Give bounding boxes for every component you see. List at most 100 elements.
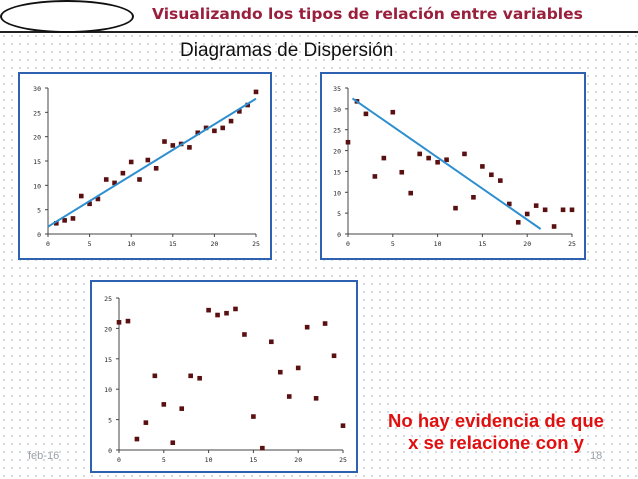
x-tick-label: 20: [294, 456, 302, 464]
y-tick-label: 25: [333, 127, 341, 135]
data-point: [277, 369, 283, 375]
x-tick-label: 20: [523, 240, 531, 248]
data-point: [87, 201, 92, 207]
data-point: [78, 193, 84, 199]
data-point: [372, 174, 378, 179]
data-point: [195, 130, 201, 136]
x-tick-label: 0: [46, 240, 50, 248]
data-point: [399, 169, 405, 175]
y-tick-label: 30: [333, 106, 341, 114]
data-point: [54, 220, 59, 226]
data-point: [524, 211, 530, 217]
data-point: [62, 218, 67, 223]
data-point: [162, 139, 167, 144]
y-tick-label: 5: [337, 210, 341, 218]
y-tick-label: 5: [37, 207, 41, 215]
data-point: [533, 203, 539, 208]
x-tick-label: 15: [249, 456, 257, 464]
data-point: [170, 440, 176, 446]
data-point: [269, 339, 274, 345]
y-tick-label: 25: [33, 109, 41, 117]
data-point: [560, 207, 566, 213]
x-tick-label: 0: [346, 240, 350, 248]
data-point: [435, 159, 440, 165]
data-point: [286, 394, 292, 399]
page-title: Visualizando los tipos de relación entre…: [152, 5, 583, 23]
scatter-panel-none: 0 5 10 15 20 25 0 5 10 15 20 25: [90, 280, 358, 473]
scatter-chart-none: 0 5 10 15 20 25 0 5 10 15 20 25: [104, 295, 347, 464]
x-tick-label: 25: [568, 240, 576, 248]
x-tick-label: 20: [210, 240, 218, 248]
data-point: [212, 128, 217, 134]
data-point: [95, 196, 101, 202]
scatter-panel-positive: 0 5 10 15 20 25 30 0 5 10 15 20 25: [18, 72, 272, 260]
y-tick-label: 20: [104, 325, 112, 333]
data-point: [125, 318, 131, 324]
data-point: [233, 306, 238, 312]
y-tick-label: 10: [333, 189, 341, 197]
data-point: [551, 224, 557, 229]
data-point: [237, 109, 242, 114]
data-point: [313, 396, 319, 401]
data-point: [515, 220, 521, 225]
y-tick-label: 0: [108, 447, 112, 455]
data-point: [187, 145, 192, 150]
x-tick-label: 5: [162, 456, 166, 464]
x-tick-label: 10: [127, 240, 135, 248]
data-point: [103, 177, 109, 182]
data-point: [569, 207, 575, 213]
data-point: [179, 406, 185, 411]
data-point: [70, 216, 76, 221]
data-point: [390, 109, 396, 115]
data-point: [145, 157, 151, 163]
y-tick-label: 30: [33, 85, 41, 93]
conclusion-line-2: x se relacione con y: [408, 432, 584, 453]
data-point: [188, 373, 193, 379]
scatter-panel-negative: 0 5 10 15 20 25 30 35 0 5 10 15 20 25: [320, 72, 586, 260]
data-point: [542, 207, 548, 213]
footer-date: feb-16: [28, 450, 60, 462]
data-point: [228, 118, 234, 124]
data-point: [480, 164, 485, 169]
slide-subtitle: Diagramas de Dispersión: [180, 40, 394, 61]
data-point: [242, 332, 247, 337]
x-tick-label: 5: [391, 240, 395, 248]
data-point: [120, 170, 126, 176]
data-point: [304, 324, 310, 330]
data-point: [453, 205, 458, 211]
conclusion-text: No hay evidencia de que x se relacione c…: [368, 410, 624, 454]
x-tick-label: 25: [252, 240, 260, 248]
x-tick-label: 5: [88, 240, 92, 248]
data-point: [161, 402, 167, 407]
data-point: [152, 373, 158, 379]
data-point: [322, 321, 328, 326]
data-point: [253, 89, 259, 95]
data-point: [408, 190, 414, 196]
y-tick-label: 35: [333, 85, 341, 93]
data-point: [471, 194, 476, 200]
data-point: [489, 172, 494, 178]
y-tick-label: 0: [37, 231, 41, 239]
conclusion-line-1: No hay evidencia de que: [388, 410, 604, 431]
data-point: [206, 307, 211, 313]
header-oval-decoration: [0, 0, 134, 33]
data-point: [116, 320, 122, 325]
data-point: [426, 155, 431, 161]
data-point: [498, 178, 503, 183]
data-point: [143, 420, 149, 425]
data-point: [462, 151, 467, 157]
data-point: [170, 143, 176, 148]
data-point: [203, 125, 209, 131]
data-point: [260, 445, 265, 451]
data-point: [506, 201, 512, 207]
x-tick-label: 10: [205, 456, 213, 464]
data-point: [245, 102, 250, 108]
data-point: [112, 180, 117, 186]
data-point: [444, 157, 449, 163]
data-point: [134, 436, 140, 442]
y-tick-label: 15: [33, 158, 41, 166]
y-tick-label: 20: [33, 134, 41, 142]
y-tick-label: 15: [104, 356, 112, 364]
data-point: [417, 151, 422, 157]
x-tick-label: 15: [478, 240, 486, 248]
